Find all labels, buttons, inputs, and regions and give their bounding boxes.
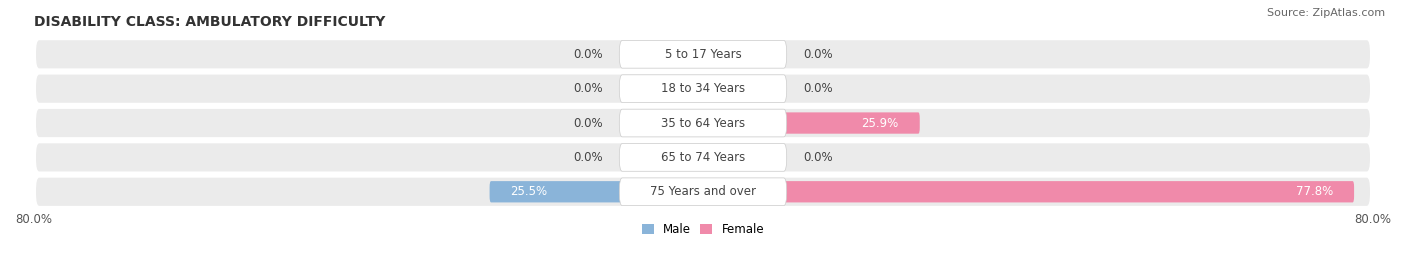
FancyBboxPatch shape (37, 143, 1369, 172)
FancyBboxPatch shape (619, 178, 787, 206)
FancyBboxPatch shape (619, 109, 787, 137)
Text: 18 to 34 Years: 18 to 34 Years (661, 82, 745, 95)
FancyBboxPatch shape (37, 75, 1369, 103)
Text: 0.0%: 0.0% (574, 82, 603, 95)
Text: 75 Years and over: 75 Years and over (650, 185, 756, 198)
Legend: Male, Female: Male, Female (637, 218, 769, 241)
Text: 65 to 74 Years: 65 to 74 Years (661, 151, 745, 164)
FancyBboxPatch shape (619, 144, 787, 171)
Text: DISABILITY CLASS: AMBULATORY DIFFICULTY: DISABILITY CLASS: AMBULATORY DIFFICULTY (34, 15, 385, 29)
Text: 0.0%: 0.0% (574, 151, 603, 164)
FancyBboxPatch shape (682, 78, 703, 99)
FancyBboxPatch shape (682, 147, 703, 168)
Text: 0.0%: 0.0% (803, 82, 832, 95)
FancyBboxPatch shape (489, 181, 703, 203)
Text: 0.0%: 0.0% (803, 48, 832, 61)
Text: 5 to 17 Years: 5 to 17 Years (665, 48, 741, 61)
Text: 0.0%: 0.0% (574, 116, 603, 130)
FancyBboxPatch shape (619, 40, 787, 68)
FancyBboxPatch shape (37, 40, 1369, 68)
Text: 77.8%: 77.8% (1296, 185, 1333, 198)
FancyBboxPatch shape (37, 109, 1369, 137)
FancyBboxPatch shape (703, 44, 724, 65)
FancyBboxPatch shape (703, 147, 724, 168)
FancyBboxPatch shape (682, 112, 703, 134)
Text: 35 to 64 Years: 35 to 64 Years (661, 116, 745, 130)
Text: Source: ZipAtlas.com: Source: ZipAtlas.com (1267, 8, 1385, 18)
Text: 25.5%: 25.5% (510, 185, 548, 198)
FancyBboxPatch shape (682, 44, 703, 65)
FancyBboxPatch shape (37, 178, 1369, 206)
FancyBboxPatch shape (703, 78, 724, 99)
Text: 25.9%: 25.9% (862, 116, 898, 130)
FancyBboxPatch shape (619, 75, 787, 102)
Text: 0.0%: 0.0% (803, 151, 832, 164)
FancyBboxPatch shape (703, 181, 1354, 203)
FancyBboxPatch shape (703, 112, 920, 134)
Text: 0.0%: 0.0% (574, 48, 603, 61)
